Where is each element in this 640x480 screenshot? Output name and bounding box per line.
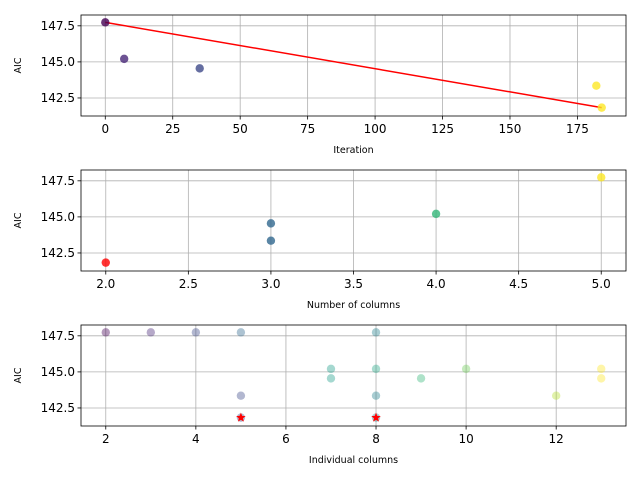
x-tick-label: 2 xyxy=(102,432,110,446)
data-point xyxy=(266,236,276,245)
x-tick-label: 3.0 xyxy=(261,277,280,291)
data-point xyxy=(236,328,246,337)
x-axis-label: Iteration xyxy=(333,145,373,156)
y-tick-label: 145.0 xyxy=(41,365,75,379)
best-marker-star xyxy=(371,412,381,422)
y-tick-label: 142.5 xyxy=(41,401,75,415)
data-point xyxy=(326,364,336,374)
chart-panel-1: 0 25 50 75 100 125 150 175 142.5 145.0 147.5 Iterat… xyxy=(13,14,627,156)
data-point xyxy=(371,328,381,337)
y-axis-label: AIC xyxy=(13,57,24,73)
data-point xyxy=(326,374,336,383)
chart-panel-2: 2.0 2.5 3.0 3.5 4.0 4.5 5.0 142.5 145.0 147.5 Numb… xyxy=(13,169,627,311)
y-axis-label: AIC xyxy=(13,367,24,383)
y-tick-label: 147.5 xyxy=(41,329,75,343)
data-point xyxy=(101,328,110,337)
x-tick-label: 150 xyxy=(499,122,522,136)
x-tick-label: 4.5 xyxy=(509,277,528,291)
x-axis-label: Number of columns xyxy=(307,300,400,311)
x-tick-label: 2.0 xyxy=(96,277,115,291)
x-tick-label: 3.5 xyxy=(344,277,363,291)
y-axis-label: AIC xyxy=(13,212,24,228)
data-point xyxy=(371,364,381,374)
chart-panel-3: 2 4 6 8 10 12 142.5 145.0 147.5 Individual column… xyxy=(13,324,627,466)
x-tick-label: 2.5 xyxy=(179,277,198,291)
x-tick-label: 100 xyxy=(364,122,387,136)
y-tick-label: 147.5 xyxy=(41,19,75,33)
y-tick-label: 145.0 xyxy=(41,210,75,224)
data-point xyxy=(101,258,110,267)
data-point xyxy=(236,391,246,400)
x-tick-label: 75 xyxy=(300,122,315,136)
data-point xyxy=(416,374,426,383)
x-tick-label: 0 xyxy=(101,122,109,136)
data-point xyxy=(431,209,441,219)
y-tick-label: 147.5 xyxy=(41,174,75,188)
x-tick-label: 10 xyxy=(458,432,473,446)
best-marker-star xyxy=(236,412,246,422)
x-tick-label: 4.0 xyxy=(427,277,446,291)
data-point xyxy=(551,391,561,400)
data-point xyxy=(597,364,606,374)
x-tick-label: 4 xyxy=(192,432,200,446)
data-point xyxy=(101,18,110,27)
y-tick-label: 142.5 xyxy=(41,91,75,105)
data-point xyxy=(597,173,606,182)
trend-line xyxy=(105,21,602,109)
x-tick-label: 12 xyxy=(549,432,564,446)
x-tick-label: 125 xyxy=(431,122,454,136)
x-tick-label: 8 xyxy=(372,432,380,446)
data-point xyxy=(597,103,606,112)
data-point xyxy=(119,54,129,64)
x-tick-label: 6 xyxy=(282,432,290,446)
data-point xyxy=(195,64,204,73)
axes-frame xyxy=(80,14,627,117)
x-tick-label: 175 xyxy=(566,122,589,136)
y-tick-label: 145.0 xyxy=(41,55,75,69)
data-point xyxy=(461,364,471,374)
x-tick-label: 50 xyxy=(233,122,248,136)
data-point xyxy=(266,219,276,228)
data-point xyxy=(597,374,606,383)
data-point xyxy=(592,81,601,90)
axes-frame xyxy=(80,324,627,427)
x-axis-label: Individual columns xyxy=(309,455,398,466)
x-tick-label: 25 xyxy=(165,122,180,136)
x-tick-label: 5.0 xyxy=(592,277,611,291)
data-point xyxy=(191,328,201,337)
y-tick-label: 142.5 xyxy=(41,246,75,260)
data-point xyxy=(371,391,381,400)
data-point xyxy=(146,328,156,337)
